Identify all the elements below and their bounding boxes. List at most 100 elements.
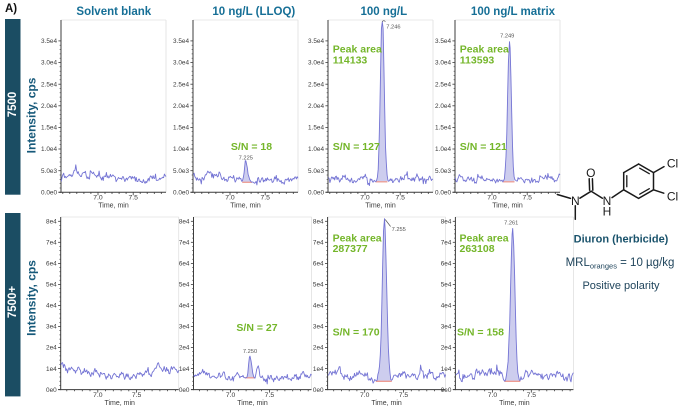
svg-text:3.0e4: 3.0e4 [308, 60, 324, 67]
svg-text:O: O [586, 166, 595, 180]
svg-text:Cl: Cl [667, 157, 678, 171]
svg-text:1.0e4: 1.0e4 [435, 146, 451, 153]
svg-text:S/N = 27: S/N = 27 [236, 322, 277, 334]
svg-text:1.5e4: 1.5e4 [435, 125, 451, 132]
svg-text:Time, min: Time, min [104, 400, 135, 407]
svg-text:2.5e4: 2.5e4 [308, 81, 324, 88]
svg-text:3e4: 3e4 [179, 324, 190, 331]
svg-text:S/N = 158: S/N = 158 [457, 326, 504, 338]
svg-text:8e4: 8e4 [313, 219, 324, 226]
svg-text:3.5e4: 3.5e4 [435, 38, 451, 45]
svg-text:Time, min: Time, min [365, 203, 396, 210]
svg-text:2.0e4: 2.0e4 [41, 103, 57, 110]
svg-text:287377: 287377 [333, 243, 368, 255]
svg-text:5e4: 5e4 [313, 282, 324, 289]
svg-text:5e4: 5e4 [179, 282, 190, 289]
svg-text:7.249: 7.249 [500, 33, 514, 39]
svg-text:4e4: 4e4 [179, 303, 190, 310]
svg-text:7.246: 7.246 [386, 24, 400, 30]
svg-text:7.0: 7.0 [225, 195, 235, 202]
svg-text:2.0e4: 2.0e4 [308, 103, 324, 110]
svg-text:100 ng/L matrix: 100 ng/L matrix [471, 6, 556, 18]
svg-text:5.0e3: 5.0e3 [435, 168, 451, 175]
svg-text:MRLoranges = 10 µg/kg: MRLoranges = 10 µg/kg [566, 257, 675, 271]
svg-text:7.0: 7.0 [93, 195, 103, 202]
svg-text:2.5e4: 2.5e4 [173, 81, 189, 88]
svg-text:1e4: 1e4 [441, 366, 452, 373]
svg-text:3.5e4: 3.5e4 [308, 38, 324, 45]
svg-text:Diuron (herbicide): Diuron (herbicide) [574, 234, 669, 246]
svg-text:0.0e0: 0.0e0 [435, 190, 451, 197]
svg-text:7.0: 7.0 [93, 392, 103, 399]
svg-text:7.0: 7.0 [360, 392, 370, 399]
svg-text:100 ng/L: 100 ng/L [360, 6, 407, 18]
svg-text:2.5e4: 2.5e4 [41, 81, 57, 88]
svg-text:7.261: 7.261 [504, 221, 518, 227]
svg-text:5.0e3: 5.0e3 [41, 168, 57, 175]
svg-text:7.250: 7.250 [243, 349, 257, 355]
svg-text:S/N = 18: S/N = 18 [231, 141, 272, 153]
svg-text:7e4: 7e4 [441, 240, 452, 247]
svg-text:1e4: 1e4 [179, 366, 190, 373]
svg-text:0e0: 0e0 [46, 387, 57, 394]
svg-text:7.255: 7.255 [392, 227, 406, 233]
svg-text:7.5: 7.5 [522, 195, 532, 202]
svg-text:Time, min: Time, min [499, 400, 530, 407]
svg-text:7500: 7500 [7, 92, 19, 118]
svg-text:1.0e4: 1.0e4 [41, 146, 57, 153]
svg-text:0e0: 0e0 [179, 387, 190, 394]
svg-text:Time, min: Time, min [237, 400, 268, 407]
svg-text:2.0e4: 2.0e4 [173, 103, 189, 110]
svg-text:3.5e4: 3.5e4 [173, 38, 189, 45]
svg-text:5e4: 5e4 [46, 282, 57, 289]
svg-text:7.5: 7.5 [527, 392, 537, 399]
svg-text:2e4: 2e4 [313, 345, 324, 352]
svg-text:8e4: 8e4 [441, 219, 452, 226]
svg-text:7.0: 7.0 [487, 195, 497, 202]
svg-text:Positive polarity: Positive polarity [582, 280, 660, 292]
svg-text:263108: 263108 [460, 243, 495, 255]
svg-text:7.0: 7.0 [488, 392, 498, 399]
svg-text:2.5e4: 2.5e4 [435, 81, 451, 88]
svg-text:Time, min: Time, min [371, 400, 402, 407]
svg-text:7e4: 7e4 [179, 240, 190, 247]
svg-text:1e4: 1e4 [313, 366, 324, 373]
svg-text:Intensity, cps: Intensity, cps [25, 77, 39, 153]
svg-text:5e4: 5e4 [441, 282, 452, 289]
svg-text:1e4: 1e4 [46, 366, 57, 373]
svg-text:7e4: 7e4 [46, 240, 57, 247]
svg-text:5.0e3: 5.0e3 [308, 168, 324, 175]
svg-text:3e4: 3e4 [313, 324, 324, 331]
svg-text:0.0e0: 0.0e0 [308, 190, 324, 197]
svg-text:7.5: 7.5 [395, 195, 405, 202]
svg-text:6e4: 6e4 [46, 261, 57, 268]
svg-text:8e4: 8e4 [46, 219, 57, 226]
svg-text:7.0: 7.0 [226, 392, 236, 399]
svg-text:Solvent blank: Solvent blank [76, 6, 151, 18]
svg-text:3e4: 3e4 [46, 324, 57, 331]
svg-text:S/N = 121: S/N = 121 [460, 141, 507, 153]
svg-text:3.0e4: 3.0e4 [435, 60, 451, 67]
svg-text:1.5e4: 1.5e4 [173, 125, 189, 132]
svg-text:0.0e0: 0.0e0 [173, 190, 189, 197]
svg-text:114133: 114133 [333, 54, 368, 66]
svg-text:3.0e4: 3.0e4 [173, 60, 189, 67]
svg-text:3e4: 3e4 [441, 324, 452, 331]
svg-text:1.0e4: 1.0e4 [308, 146, 324, 153]
svg-text:A): A) [5, 3, 17, 15]
svg-text:7500+: 7500+ [7, 286, 19, 319]
svg-text:H: H [603, 205, 612, 219]
svg-text:3.5e4: 3.5e4 [41, 38, 57, 45]
svg-text:7.0: 7.0 [360, 195, 370, 202]
svg-text:7.5: 7.5 [265, 392, 275, 399]
svg-text:7.5: 7.5 [260, 195, 270, 202]
svg-text:4e4: 4e4 [313, 303, 324, 310]
svg-text:3.0e4: 3.0e4 [41, 60, 57, 67]
svg-text:0.0e0: 0.0e0 [41, 190, 57, 197]
svg-text:2e4: 2e4 [179, 345, 190, 352]
svg-text:1.0e4: 1.0e4 [173, 146, 189, 153]
svg-text:4e4: 4e4 [46, 303, 57, 310]
svg-text:Time, min: Time, min [230, 203, 261, 210]
svg-text:8e4: 8e4 [179, 219, 190, 226]
svg-text:7.5: 7.5 [399, 392, 409, 399]
